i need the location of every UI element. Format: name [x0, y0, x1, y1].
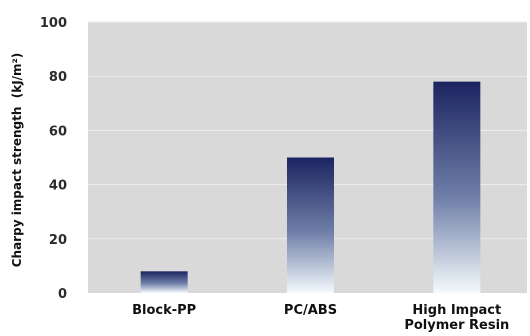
y-tick-label: 40: [49, 179, 67, 194]
y-tick-label: 100: [40, 16, 67, 31]
x-category-label: Block-PP: [132, 303, 196, 318]
bar: [140, 271, 188, 293]
y-tick-label: 0: [58, 287, 67, 302]
bar: [433, 81, 481, 294]
y-axis-title: Charpy impact strength (kJ/m²): [10, 53, 24, 268]
y-tick-label: 60: [49, 124, 67, 139]
x-axis-categories: Block-PP PC/ABS High Impact Polymer Resin: [132, 303, 509, 333]
bars: [140, 81, 481, 294]
y-tick-label: 80: [49, 70, 67, 85]
y-tick-label: 20: [49, 233, 67, 248]
x-category-label: High Impact Polymer Resin: [404, 303, 509, 333]
bar: [287, 157, 334, 293]
y-axis-ticks: 0 20 40 60 80 100: [40, 16, 67, 302]
x-category-label: PC/ABS: [284, 303, 337, 318]
